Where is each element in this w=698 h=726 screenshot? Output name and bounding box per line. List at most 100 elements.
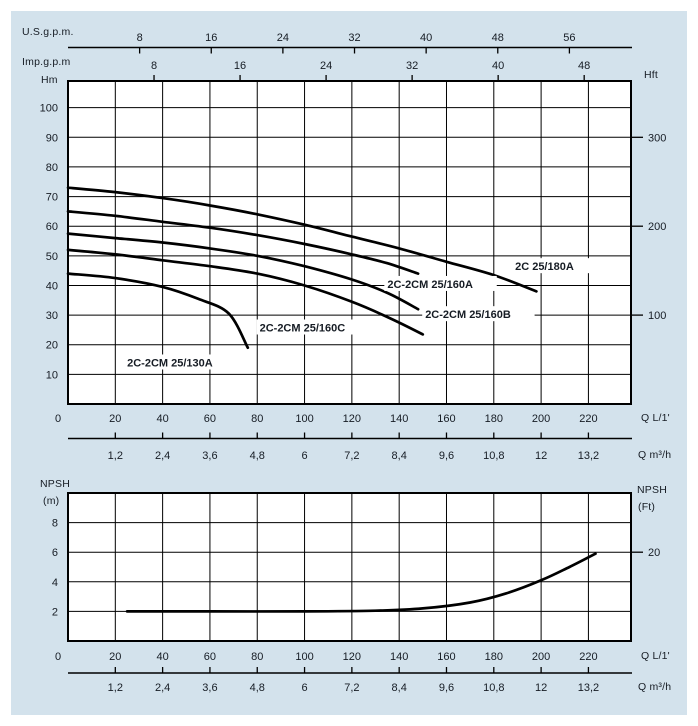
- x-tick-label-m3h: 9,6: [439, 450, 454, 462]
- x-tick-label-l1: 80: [251, 413, 263, 425]
- y-tick-label-m: 2: [52, 606, 58, 618]
- x-tick-label-l1: 0: [55, 651, 61, 663]
- y-tick-label-m: 70: [46, 192, 58, 204]
- y-tick-label-m: 30: [46, 310, 58, 322]
- curve-npsh: [125, 552, 597, 613]
- x-tick-label-m3h: 12: [535, 450, 547, 462]
- curve-label-mask: [512, 258, 595, 274]
- curve-2c-25-180a: [66, 186, 538, 293]
- curve-label-mask: [124, 354, 237, 370]
- x-tick-label-l1: 100: [295, 651, 313, 663]
- y-tick-label-feet: 300: [648, 132, 666, 144]
- x-tick-label-m3h: 3,6: [202, 450, 217, 462]
- y-tick-label-m: 90: [46, 132, 58, 144]
- x-tick-label-l1: 180: [485, 413, 503, 425]
- x-tick-label-m3h: 10,8: [483, 450, 504, 462]
- y-tick-label-feet: 100: [648, 310, 666, 322]
- curve-label-mask: [384, 275, 497, 291]
- imp-gpm-tick-label: 8: [151, 60, 157, 72]
- curve-2c-2cm-25-160a: [66, 210, 420, 275]
- us-gpm-tick-label: 56: [563, 32, 575, 44]
- x-tick-label-l1: 160: [437, 413, 455, 425]
- head-meters-axis-label: Hm: [41, 74, 58, 86]
- plot-border: [67, 492, 632, 642]
- y-tick-label-m: 8: [52, 518, 58, 530]
- npsh-ft-axis-label-line2: (Ft): [638, 501, 656, 513]
- x-tick-label-m3h: 12: [535, 682, 547, 694]
- y-tick-label-m: 6: [52, 547, 58, 559]
- x-tick-label-m3h: 6: [301, 450, 307, 462]
- x-tick-label-l1: 80: [251, 651, 263, 663]
- x-tick-label-m3h: 9,6: [439, 682, 454, 694]
- x-tick-label-l1: 140: [390, 413, 408, 425]
- x-tick-label-m3h: 8,4: [392, 450, 407, 462]
- x-tick-label-l1: 180: [485, 651, 503, 663]
- us-gpm-tick-label: 48: [492, 32, 504, 44]
- x-tick-label-l1: 220: [579, 413, 597, 425]
- curve-label: 2C-2CM 25/160C: [260, 323, 346, 335]
- x-tick-label-m3h: 6: [301, 682, 307, 694]
- y-tick-label-m: 100: [40, 103, 58, 115]
- imp-gpm-tick-label: 24: [320, 60, 332, 72]
- x-tick-label-m3h: 7,2: [344, 450, 359, 462]
- y-tick-label-feet: 200: [648, 221, 666, 233]
- y-tick-label-m: 60: [46, 221, 58, 233]
- us-gpm-tick-label: 40: [420, 32, 432, 44]
- x-tick-label-m3h: 1,2: [108, 450, 123, 462]
- y-tick-label-m: 50: [46, 251, 58, 263]
- plot-border: [67, 80, 632, 405]
- flow-m3h-axis-label-top: Q m³/h: [638, 449, 672, 461]
- flow-l1-axis-label-bottom: Q L/1': [641, 650, 670, 662]
- curve-label: 2C-2CM 25/130A: [127, 357, 213, 369]
- x-tick-label-m3h: 13,2: [578, 450, 599, 462]
- flow-l1-axis-label-top: Q L/1': [641, 412, 670, 424]
- plot-area: [68, 493, 631, 641]
- curve-2c-2cm-25-160c: [66, 248, 425, 336]
- x-tick-label-l1: 200: [532, 413, 550, 425]
- x-tick-label-l1: 100: [295, 413, 313, 425]
- us-gpm-tick-label: 24: [277, 32, 289, 44]
- x-tick-label-m3h: 4,8: [250, 450, 265, 462]
- x-tick-label-l1: 20: [109, 651, 121, 663]
- imp-gpm-tick-label: 48: [578, 60, 590, 72]
- x-tick-label-m3h: 2,4: [155, 450, 170, 462]
- x-tick-label-l1: 120: [343, 651, 361, 663]
- x-tick-label-l1: 220: [579, 651, 597, 663]
- x-tick-label-l1: 140: [390, 651, 408, 663]
- y-tick-label-m: 80: [46, 162, 58, 174]
- imp-gpm-axis-label: Imp.g.p.m: [22, 56, 71, 68]
- us-gpm-tick-label: 16: [205, 32, 217, 44]
- y-tick-label-m: 4: [52, 577, 58, 589]
- curve-label: 2C 25/180A: [515, 261, 574, 273]
- y-tick-label-feet: 20: [648, 547, 660, 559]
- x-tick-label-m3h: 13,2: [578, 682, 599, 694]
- x-tick-label-l1: 0: [55, 413, 61, 425]
- x-tick-label-m3h: 1,2: [108, 682, 123, 694]
- y-tick-label-m: 20: [46, 340, 58, 352]
- x-tick-label-m3h: 7,2: [344, 682, 359, 694]
- x-tick-label-l1: 20: [109, 413, 121, 425]
- x-tick-label-m3h: 3,6: [202, 682, 217, 694]
- x-tick-label-m3h: 10,8: [483, 682, 504, 694]
- curve-label-mask: [256, 319, 370, 335]
- npsh-m-axis-label-line1: NPSH: [40, 478, 70, 490]
- x-tick-label-m3h: 2,4: [155, 682, 170, 694]
- x-tick-label-l1: 160: [437, 651, 455, 663]
- curve-2c-2cm-25-160b: [66, 232, 420, 311]
- curve-2c-2cm-25-130a: [66, 272, 250, 350]
- x-tick-label-m3h: 4,8: [250, 682, 265, 694]
- x-tick-label-m3h: 8,4: [392, 682, 407, 694]
- x-tick-label-l1: 60: [204, 651, 216, 663]
- imp-gpm-tick-label: 40: [492, 60, 504, 72]
- curve-label: 2C-2CM 25/160B: [425, 309, 511, 321]
- us-gpm-tick-label: 8: [137, 32, 143, 44]
- us-gpm-axis-label: U.S.g.p.m.: [22, 26, 74, 38]
- flow-m3h-axis-label-bottom: Q m³/h: [638, 681, 672, 693]
- x-tick-label-l1: 120: [343, 413, 361, 425]
- y-tick-label-m: 10: [46, 369, 58, 381]
- x-tick-label-l1: 40: [156, 413, 168, 425]
- imp-gpm-tick-label: 32: [406, 60, 418, 72]
- npsh-m-axis-label-line2: (m): [43, 495, 60, 507]
